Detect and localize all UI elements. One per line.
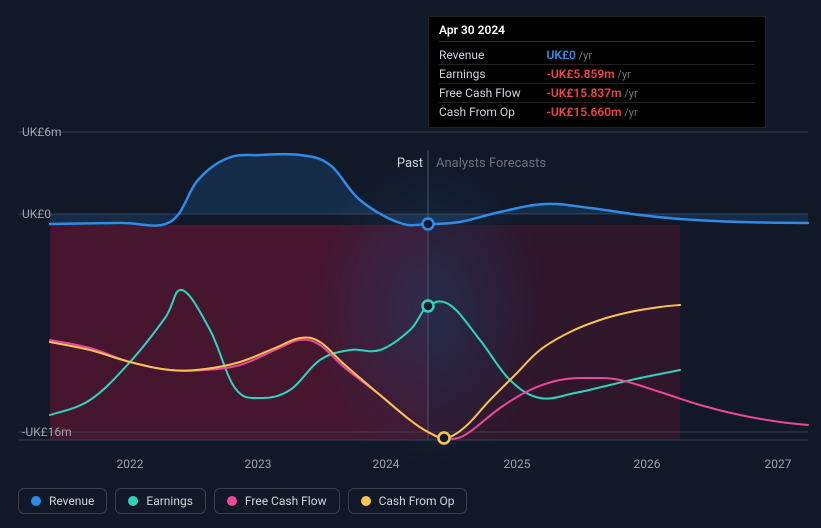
legend-dot-icon	[128, 496, 138, 506]
x-axis-label: 2023	[245, 457, 272, 471]
legend-item-revenue[interactable]: Revenue	[18, 488, 107, 514]
tooltip-date: Apr 30 2024	[439, 23, 755, 42]
legend-label: Free Cash Flow	[245, 494, 327, 508]
legend-label: Revenue	[49, 494, 94, 508]
x-axis-label: 2026	[634, 457, 661, 471]
legend-item-cfo[interactable]: Cash From Op	[348, 488, 468, 514]
tooltip-row-value: -UK£15.660m /yr	[546, 103, 755, 122]
legend-dot-icon	[31, 496, 41, 506]
chart-container: Past Analysts Forecasts Apr 30 2024 Reve…	[0, 0, 821, 524]
y-axis-label: -UK£16m	[22, 425, 72, 439]
section-forecast-label: Analysts Forecasts	[436, 156, 546, 171]
legend: Revenue Earnings Free Cash Flow Cash From O…	[18, 488, 467, 514]
y-axis-label: UK£0	[22, 207, 51, 221]
legend-dot-icon	[227, 496, 237, 506]
tooltip: Apr 30 2024 RevenueUK£0 /yrEarnings-UK£5…	[428, 16, 766, 128]
tooltip-row-value: -UK£5.859m /yr	[546, 65, 755, 84]
tooltip-table: RevenueUK£0 /yrEarnings-UK£5.859m /yrFre…	[439, 46, 755, 121]
tooltip-row: Cash From Op-UK£15.660m /yr	[439, 103, 755, 122]
tooltip-row: Free Cash Flow-UK£15.837m /yr	[439, 84, 755, 103]
legend-label: Earnings	[146, 494, 193, 508]
tooltip-row-value: -UK£15.837m /yr	[546, 84, 755, 103]
x-axis-label: 2024	[373, 457, 400, 471]
legend-item-fcf[interactable]: Free Cash Flow	[214, 488, 340, 514]
tooltip-row: RevenueUK£0 /yr	[439, 46, 755, 65]
tooltip-row-value: UK£0 /yr	[546, 46, 755, 65]
tooltip-row: Earnings-UK£5.859m /yr	[439, 65, 755, 84]
x-axis-label: 2025	[504, 457, 531, 471]
legend-item-earnings[interactable]: Earnings	[115, 488, 206, 514]
tooltip-row-label: Earnings	[439, 65, 546, 84]
x-axis-label: 2027	[765, 457, 792, 471]
section-past-label: Past	[397, 156, 423, 171]
tooltip-row-label: Cash From Op	[439, 103, 546, 122]
legend-dot-icon	[361, 496, 371, 506]
tooltip-row-label: Revenue	[439, 46, 546, 65]
tooltip-row-label: Free Cash Flow	[439, 84, 546, 103]
y-axis-label: UK£6m	[22, 125, 62, 139]
legend-label: Cash From Op	[379, 494, 455, 508]
x-axis-label: 2022	[117, 457, 144, 471]
